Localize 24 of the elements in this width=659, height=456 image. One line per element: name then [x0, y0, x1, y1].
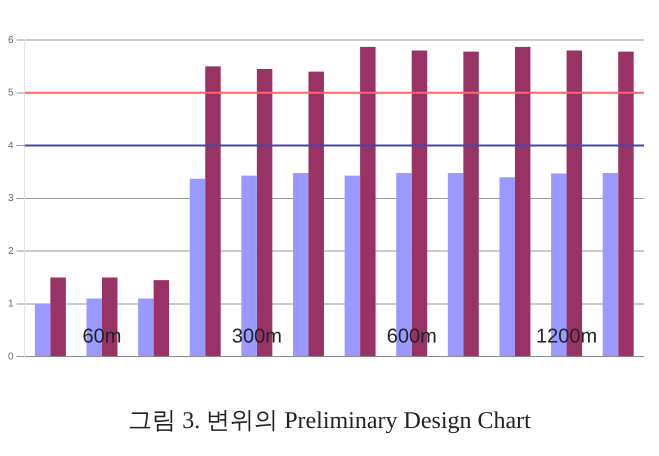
bar — [499, 177, 515, 356]
y-tick-label: 5 — [8, 88, 14, 99]
bar — [344, 176, 360, 356]
bar — [602, 172, 618, 356]
bar — [360, 46, 376, 356]
bar — [514, 46, 530, 356]
bar — [34, 304, 50, 356]
bar — [205, 66, 221, 356]
bar — [463, 52, 479, 356]
y-tick-label: 1 — [8, 298, 14, 310]
y-tick-label: 4 — [8, 140, 14, 152]
bar — [448, 172, 464, 356]
bar — [138, 298, 154, 356]
bar — [190, 178, 206, 356]
bar — [154, 280, 170, 356]
bar — [618, 52, 634, 356]
y-tick-label: 2 — [8, 246, 14, 257]
y-tick-label: 0 — [8, 351, 14, 362]
y-tick-label: 3 — [8, 193, 14, 204]
caption: 그림 3. 변위의 Preliminary Design Chart — [127, 407, 532, 436]
bar — [308, 72, 324, 356]
y-tick-label: 6 — [8, 34, 14, 46]
bar — [50, 277, 66, 356]
bar — [292, 172, 308, 356]
